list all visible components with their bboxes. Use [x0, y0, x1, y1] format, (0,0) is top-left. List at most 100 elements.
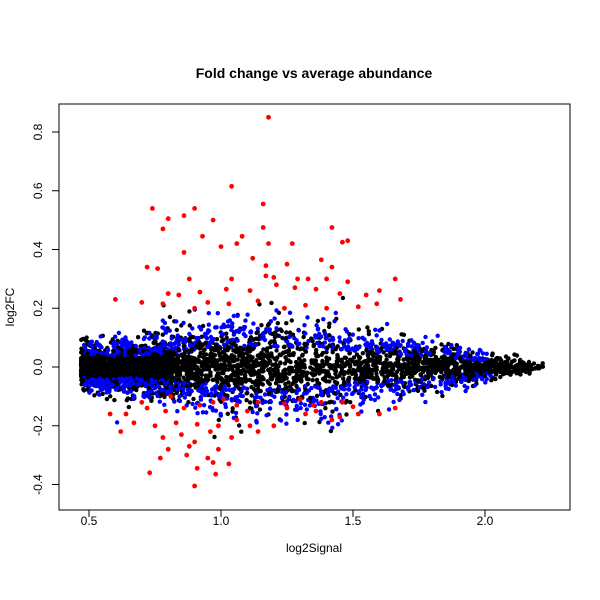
point-significant: [282, 305, 287, 311]
point-moderate: [472, 383, 477, 388]
point-nonsignificant: [242, 369, 248, 374]
point-nonsignificant: [325, 345, 330, 350]
point-nonsignificant: [111, 348, 116, 354]
point-moderate: [90, 344, 95, 349]
point-moderate: [459, 378, 464, 383]
y-tick-label: 0.4: [31, 241, 45, 258]
point-nonsignificant: [368, 368, 374, 373]
point-nonsignificant: [492, 368, 498, 374]
point-significant: [160, 226, 166, 232]
point-moderate: [267, 327, 272, 332]
point-nonsignificant: [101, 371, 106, 377]
point-nonsignificant: [369, 374, 374, 380]
point-nonsignificant: [415, 388, 421, 393]
point-significant: [205, 455, 211, 461]
point-nonsignificant: [226, 355, 231, 360]
point-moderate: [163, 342, 168, 347]
point-nonsignificant: [371, 354, 376, 359]
point-moderate: [177, 394, 182, 399]
point-moderate: [409, 344, 414, 349]
point-nonsignificant: [121, 373, 127, 378]
point-moderate: [137, 381, 143, 387]
point-moderate: [420, 392, 425, 397]
point-nonsignificant: [230, 372, 236, 377]
point-moderate: [82, 382, 88, 388]
point-nonsignificant: [236, 368, 242, 373]
point-moderate: [405, 341, 411, 347]
point-nonsignificant: [92, 355, 97, 361]
point-nonsignificant: [298, 360, 303, 366]
point-significant: [292, 285, 298, 291]
point-moderate: [230, 321, 235, 326]
point-nonsignificant: [512, 352, 517, 357]
point-moderate: [242, 343, 247, 349]
point-moderate: [260, 400, 265, 405]
point-moderate: [129, 340, 134, 345]
point-significant: [192, 305, 198, 311]
point-moderate: [483, 380, 488, 385]
point-significant: [337, 414, 343, 420]
point-nonsignificant: [237, 345, 242, 350]
point-significant: [355, 304, 361, 310]
point-nonsignificant: [181, 375, 186, 380]
point-nonsignificant: [174, 373, 179, 378]
point-nonsignificant: [219, 363, 224, 369]
point-nonsignificant: [258, 388, 263, 394]
point-nonsignificant: [249, 372, 254, 378]
point-nonsignificant: [346, 368, 352, 373]
point-nonsignificant: [197, 340, 202, 345]
point-nonsignificant: [454, 361, 459, 366]
point-nonsignificant: [330, 409, 335, 414]
point-significant: [289, 241, 295, 247]
point-nonsignificant: [328, 428, 334, 434]
point-significant: [377, 411, 382, 417]
point-moderate: [430, 339, 435, 344]
point-nonsignificant: [225, 411, 230, 416]
point-nonsignificant: [341, 376, 346, 381]
point-moderate: [200, 410, 206, 415]
point-nonsignificant: [412, 348, 417, 353]
point-moderate: [325, 391, 331, 396]
point-significant: [234, 402, 240, 408]
point-nonsignificant: [165, 368, 171, 374]
point-moderate: [357, 344, 362, 350]
point-significant: [192, 206, 198, 211]
point-nonsignificant: [233, 343, 238, 348]
point-nonsignificant: [105, 370, 110, 376]
point-nonsignificant: [191, 396, 196, 402]
point-moderate: [195, 411, 200, 416]
point-nonsignificant: [362, 359, 368, 364]
point-nonsignificant: [430, 366, 436, 371]
point-nonsignificant: [135, 335, 141, 340]
point-moderate: [318, 411, 323, 417]
point-moderate: [127, 344, 133, 349]
point-moderate: [287, 394, 292, 399]
point-nonsignificant: [315, 364, 321, 369]
point-significant: [194, 465, 200, 471]
point-moderate: [238, 392, 243, 397]
point-nonsignificant: [337, 373, 342, 378]
point-moderate: [120, 384, 126, 389]
point-moderate: [106, 347, 111, 353]
point-nonsignificant: [256, 381, 262, 387]
point-significant: [260, 225, 266, 230]
point-moderate: [113, 387, 119, 392]
point-moderate: [230, 337, 235, 342]
x-tick-label: 2.0: [477, 514, 494, 528]
point-nonsignificant: [98, 364, 103, 369]
point-nonsignificant: [463, 371, 468, 376]
point-nonsignificant: [498, 374, 503, 380]
point-significant: [186, 276, 192, 282]
point-nonsignificant: [420, 385, 426, 391]
point-nonsignificant: [428, 371, 434, 377]
point-nonsignificant: [174, 377, 180, 382]
point-nonsignificant: [108, 360, 113, 365]
point-nonsignificant: [340, 295, 346, 301]
point-nonsignificant: [161, 392, 166, 397]
point-nonsignificant: [129, 366, 134, 371]
point-nonsignificant: [525, 363, 530, 368]
point-nonsignificant: [81, 378, 86, 383]
point-moderate: [278, 400, 283, 406]
point-moderate: [298, 405, 303, 411]
point-moderate: [484, 376, 489, 382]
